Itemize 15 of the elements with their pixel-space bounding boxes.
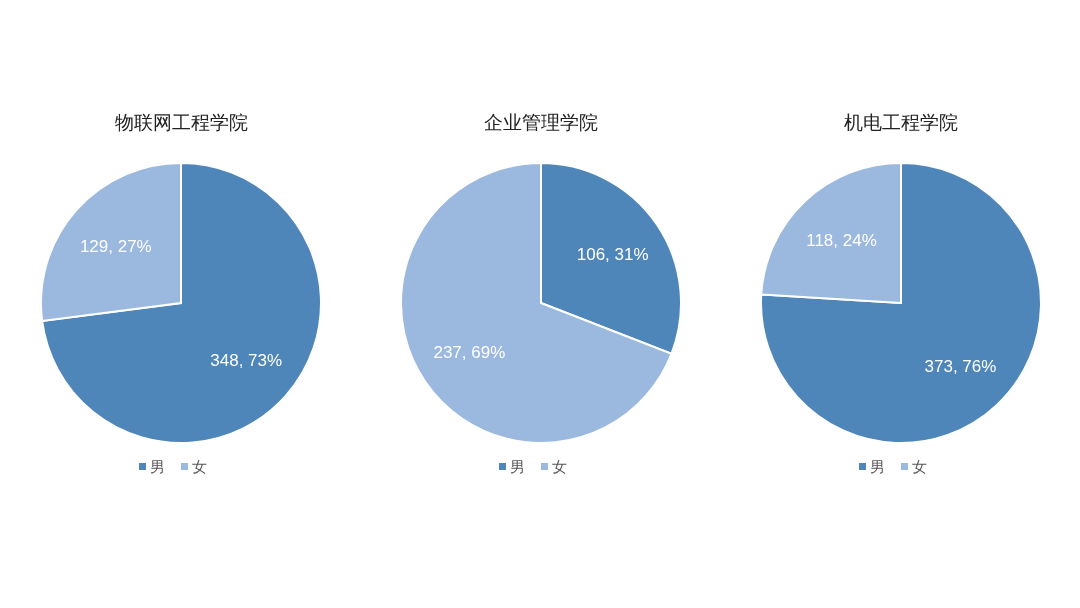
data-label: 237, 69% <box>433 343 506 363</box>
chart-title: 机电工程学院 <box>844 112 958 133</box>
legend-label: 男 <box>510 458 525 475</box>
legend-label: 女 <box>912 458 927 475</box>
data-label: 373, 76% <box>924 357 997 377</box>
data-label: 129, 27% <box>79 236 152 256</box>
chart-title: 企业管理学院 <box>484 112 598 133</box>
legend-label: 女 <box>192 458 207 475</box>
data-label: 348, 73% <box>210 351 283 371</box>
chart-title: 物联网工程学院 <box>114 112 248 133</box>
data-label: 118, 24% <box>806 230 877 250</box>
legend-label: 男 <box>870 458 885 475</box>
data-label: 106, 31% <box>576 244 649 264</box>
legend-label: 男 <box>150 458 165 475</box>
legend-label: 女 <box>552 458 567 475</box>
